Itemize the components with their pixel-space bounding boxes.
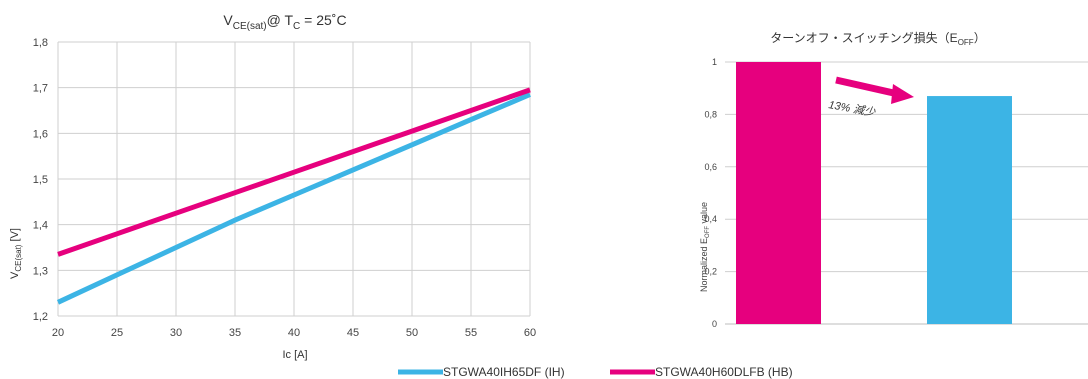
legend-label-hb: STGWA40H60DLFB (HB) xyxy=(655,365,793,379)
line-chart-x-tick-label: 35 xyxy=(229,327,241,339)
bar-chart-title: ターンオフ・スイッチング損失（EOFF） xyxy=(770,30,985,47)
line-chart-x-ticks: 20 25 30 35 40 45 50 55 60 xyxy=(52,327,536,339)
line-chart-y-tick-label: 1,2 xyxy=(33,311,48,323)
line-chart-x-tick-label: 45 xyxy=(347,327,359,339)
reduction-arrow-icon xyxy=(835,76,914,104)
line-chart-x-tick-label: 60 xyxy=(524,327,536,339)
series-line-hb xyxy=(57,87,531,257)
line-chart-x-tick-label: 55 xyxy=(465,327,477,339)
bar-ih xyxy=(927,96,1012,324)
line-chart-x-tick-label: 30 xyxy=(170,327,182,339)
line-chart-x-tick-label: 20 xyxy=(52,327,64,339)
line-chart-title: VCE(sat)@ TC = 25˚C xyxy=(223,12,346,32)
bar-chart-y-tick-label: 0,6 xyxy=(704,162,717,172)
line-chart-x-tick-label: 50 xyxy=(406,327,418,339)
bar-chart-y-ticks: 0 0,2 0,4 0,6 0,8 1 xyxy=(704,57,717,329)
series-line-ih xyxy=(56,92,531,305)
legend-item-ih: STGWA40IH65DF (IH) xyxy=(398,365,565,379)
legend-label-ih: STGWA40IH65DF (IH) xyxy=(443,365,565,379)
bar-chart-y-tick-label: 0,2 xyxy=(704,267,717,277)
line-chart-y-tick-label: 1,8 xyxy=(33,37,48,49)
line-chart-y-tick-label: 1,4 xyxy=(33,220,48,232)
line-chart-x-axis-label: Ic [A] xyxy=(282,349,307,361)
legend-item-hb: STGWA40H60DLFB (HB) xyxy=(610,365,793,379)
line-chart-x-tick-label: 40 xyxy=(288,327,300,339)
line-chart-y-tick-label: 1,5 xyxy=(33,174,48,186)
line-chart-y-ticks: 1,2 1,3 1,4 1,5 1,6 1,7 1,8 xyxy=(33,37,48,323)
reduction-annotation: 13% 減少 xyxy=(827,98,877,119)
line-chart-y-tick-label: 1,7 xyxy=(33,83,48,95)
bar-chart-y-axis-label: Normalized EOFF value xyxy=(699,202,711,292)
line-chart-gridlines xyxy=(57,41,531,317)
bar-hb xyxy=(736,62,821,324)
line-chart-y-axis-label: VCE(sat) [V] xyxy=(9,228,23,279)
bar-chart-y-tick-label: 0 xyxy=(712,319,717,329)
line-chart-series xyxy=(56,87,531,305)
reduction-arrow-shaft xyxy=(835,76,899,98)
bar-chart-y-tick-label: 1 xyxy=(712,57,717,67)
line-chart-y-tick-label: 1,6 xyxy=(33,128,48,140)
bar-chart-y-tick-label: 0,4 xyxy=(704,214,717,224)
eoff-bar-chart: ターンオフ・スイッチング損失（EOFF） 0 0,2 0,4 0,6 0,8 1 Norm… xyxy=(699,30,1088,329)
bar-chart-bars xyxy=(736,62,1012,324)
line-chart-x-tick-label: 25 xyxy=(111,327,123,339)
vce-line-chart: VCE(sat)@ TC = 25˚C 1,21,31,41,51,61,71,… xyxy=(9,12,536,361)
line-chart-y-tick-label: 1,3 xyxy=(33,265,48,277)
legend: STGWA40IH65DF (IH) STGWA40H60DLFB (HB) xyxy=(398,365,793,379)
bar-chart-y-tick-label: 0,8 xyxy=(704,109,717,119)
reduction-arrow-head xyxy=(891,84,914,104)
